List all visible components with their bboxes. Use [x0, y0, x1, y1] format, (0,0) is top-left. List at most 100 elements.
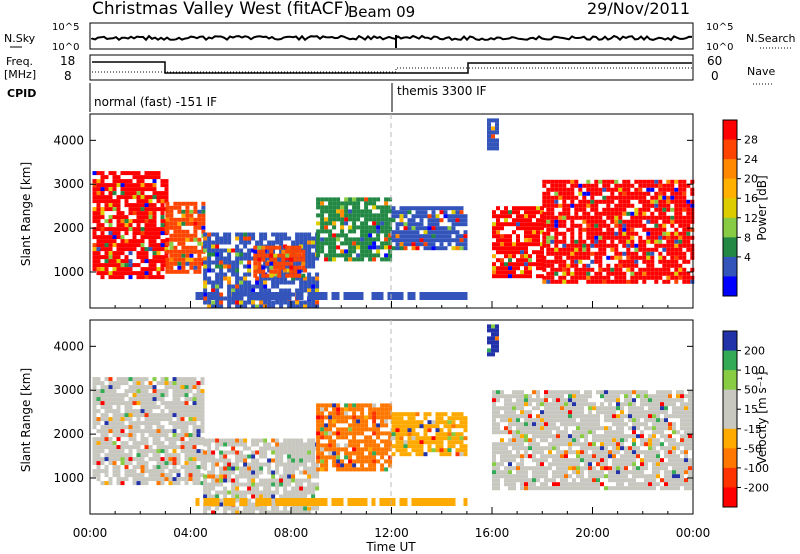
power-near-range-band — [195, 292, 468, 300]
noise-tick-left-bottom: 10^0 — [52, 42, 79, 53]
power-panel: 1000 2000 3000 4000 Slant Range [km] — [19, 113, 695, 309]
nave-tick-bottom: 0 — [711, 69, 719, 83]
power-colorbar-frame — [722, 119, 738, 297]
freq-panel: Freq. [MHz] 18 8 60 0 Nave — [4, 54, 775, 85]
velocity-colorbar-swatch-1 — [723, 350, 737, 371]
power-colorbar-swatch-3 — [723, 178, 737, 199]
velocity-colorbar-tick-label-4: -15 — [744, 423, 762, 436]
velocity-colorbar-tick-label-3: 15 — [744, 403, 758, 416]
freq-tick-bottom: 8 — [64, 69, 72, 83]
power-region-0 — [92, 171, 169, 280]
cpid-normal: normal (fast) -151 IF — [94, 95, 217, 109]
velocity-colorbar-tick-label-1: 100 — [744, 364, 765, 377]
time-xlabel: Time UT — [365, 540, 416, 554]
velocity-colorbar-tick-label-0: 200 — [744, 345, 765, 358]
power-region-8 — [542, 179, 695, 284]
freq-unit-label: [MHz] — [4, 68, 36, 81]
velocity-axis-ticks: 1000 2000 3000 4000 — [53, 339, 694, 514]
velocity-region-0 — [92, 377, 205, 486]
cpid-themis: themis 3300 IF — [397, 84, 487, 98]
velocity-colorbar-tick-label-7: -200 — [744, 481, 769, 494]
noise-panel: N.Sky 10^5 10^0 10^5 10^0 N.Search — [4, 22, 796, 53]
velocity-ytick-label-4000: 4000 — [53, 339, 84, 353]
nsky-label: N.Sky — [4, 32, 36, 45]
power-colorbar-swatch-5 — [723, 217, 737, 238]
velocity-region-2 — [316, 403, 393, 472]
station-title: Christmas Valley West (fitACF) — [92, 0, 350, 19]
freq-trace — [92, 61, 692, 74]
velocity-colorbar-swatch-3 — [723, 389, 737, 410]
power-ytick-label-1000: 1000 — [53, 265, 84, 279]
power-colorbar-tick-label-5: 8 — [744, 231, 751, 244]
time-tick-label-4: 16:00 — [475, 526, 510, 540]
date-label: 29/Nov/2011 — [587, 0, 690, 18]
power-colorbar-swatch-8 — [723, 276, 737, 297]
velocity-colorbar-swatch-5 — [723, 428, 737, 449]
power-colorbar-tick-label-4: 12 — [744, 212, 758, 225]
velocity-region-5 — [492, 390, 692, 491]
beam-label: Beam 09 — [348, 3, 415, 21]
power-region-6 — [487, 118, 499, 151]
power-region-7 — [492, 206, 544, 279]
power-ytick-label-2000: 2000 — [53, 221, 84, 235]
power-ytick-label-3000: 3000 — [53, 177, 84, 191]
freq-tick-top: 18 — [60, 54, 75, 68]
nave-tick-top: 60 — [707, 54, 722, 68]
power-colorbar-swatch-2 — [723, 159, 737, 180]
time-tick-label-1: 04:00 — [173, 526, 208, 540]
time-tick-label-2: 08:00 — [274, 526, 309, 540]
time-tick-label-5: 20:00 — [575, 526, 610, 540]
velocity-colorbar-tick-label-2: 50 — [744, 384, 758, 397]
power-colorbar-swatch-4 — [723, 198, 737, 219]
velocity-ytick-label-1000: 1000 — [53, 471, 84, 485]
noise-tick-right-top: 10^5 — [706, 22, 733, 33]
power-region-1 — [165, 201, 206, 274]
time-tick-label-3: 12:00 — [374, 526, 409, 540]
power-colorbar-swatch-0 — [723, 120, 737, 141]
velocity-ylabel: Slant Range [km] — [19, 368, 33, 472]
velocity-cells — [92, 324, 692, 515]
power-ylabel: Slant Range [km] — [19, 162, 33, 266]
power-colorbar: 28 24 20 16 12 8 4 — [722, 119, 758, 297]
velocity-ytick-label-3000: 3000 — [53, 383, 84, 397]
power-colorbar-swatch-1 — [723, 139, 737, 160]
nave-label: Nave — [747, 65, 775, 78]
nave-trace — [92, 67, 692, 73]
velocity-colorbar-swatch-0 — [723, 331, 737, 352]
power-cells — [92, 118, 695, 309]
time-tick-label-0: 00:00 — [73, 526, 108, 540]
power-colorbar-tick-label-2: 20 — [744, 173, 758, 186]
freq-label: Freq. — [6, 55, 33, 68]
velocity-colorbar-swatch-8 — [723, 487, 737, 508]
cpid-label: CPID — [7, 87, 36, 100]
time-axis-ticks: 00:00 04:00 08:00 12:00 16:00 20:00 00:00 — [73, 526, 711, 540]
power-region-3 — [253, 245, 306, 278]
velocity-colorbar-swatch-6 — [723, 448, 737, 469]
nsky-trace — [91, 34, 693, 42]
power-axis-ticks: 1000 2000 3000 4000 — [53, 133, 694, 308]
velocity-colorbar-tick-label-5: -50 — [744, 442, 762, 455]
velocity-region-4 — [487, 324, 499, 357]
velocity-colorbar-tick-label-6: -100 — [744, 462, 769, 475]
nsearch-label: N.Search — [746, 32, 796, 45]
noise-tick-left-top: 10^5 — [52, 22, 79, 33]
velocity-near-range-band — [195, 498, 468, 506]
velocity-region-3 — [391, 412, 468, 457]
noise-tick-right-bottom: 10^0 — [706, 42, 733, 53]
time-tick-label-6: 00:00 — [676, 526, 711, 540]
velocity-colorbar: 200 100 50 15 -15 -50 -100 -200 — [722, 330, 769, 508]
power-colorbar-tick-label-1: 24 — [744, 153, 758, 166]
power-colorbar-tick-label-0: 28 — [744, 134, 758, 147]
power-colorbar-tick-label-3: 16 — [744, 192, 758, 205]
power-region-5 — [391, 206, 468, 251]
power-ytick-label-4000: 4000 — [53, 133, 84, 147]
cpid-panel: CPID normal (fast) -151 IF themis 3300 I… — [7, 83, 487, 112]
power-colorbar-tick-label-6: 4 — [744, 251, 751, 264]
power-colorbar-label: Power [dB] — [755, 175, 769, 240]
velocity-colorbar-swatch-2 — [723, 370, 737, 391]
velocity-colorbar-frame — [722, 330, 738, 508]
velocity-colorbar-label: Velocity [m s⁻¹] — [755, 371, 769, 464]
velocity-colorbar-swatch-7 — [723, 467, 737, 488]
